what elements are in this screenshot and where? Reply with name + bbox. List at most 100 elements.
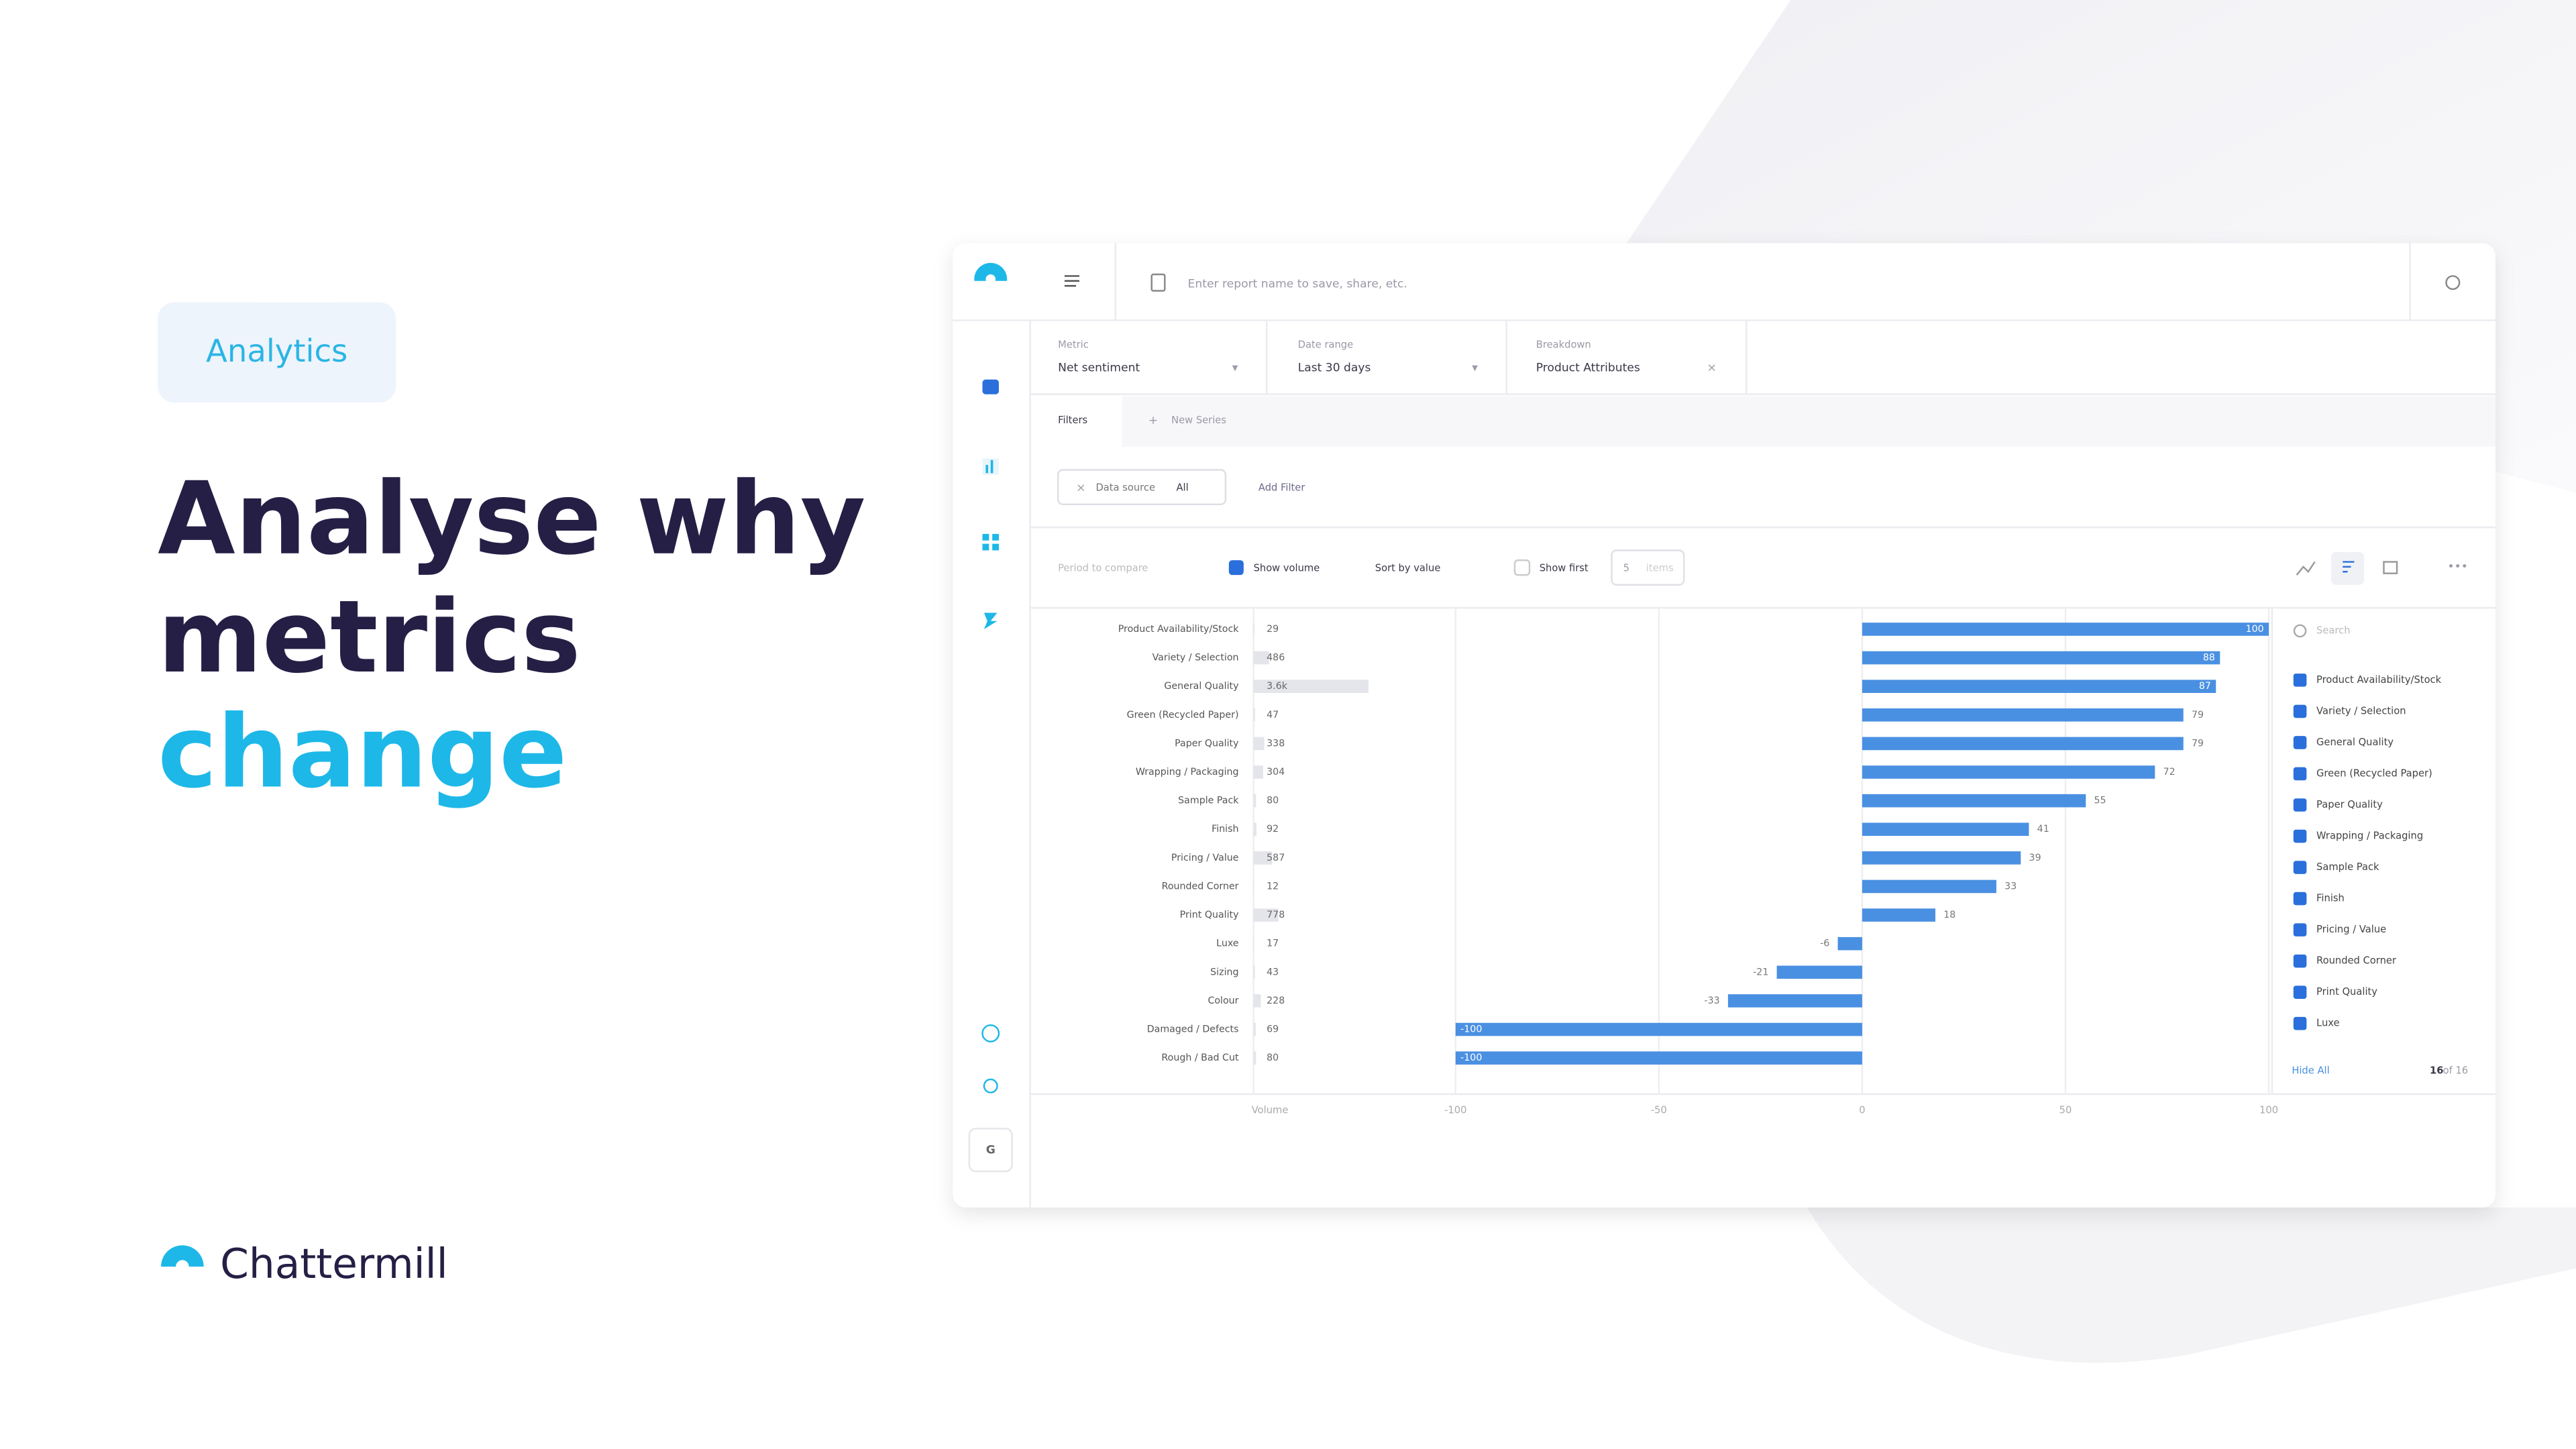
- volume-label: 17: [1267, 938, 1279, 949]
- value-label: 87: [2199, 681, 2211, 692]
- volume-bar: [1253, 1051, 1256, 1065]
- tab[interactable]: New Series: [1171, 415, 1226, 426]
- volume-label: 69: [1267, 1024, 1279, 1035]
- bar: [1862, 680, 2216, 693]
- legend-checkbox[interactable]: [2293, 892, 2307, 906]
- legend-item[interactable]: Paper Quality: [2316, 799, 2383, 810]
- bar: [1862, 737, 2184, 751]
- value-label: 79: [2192, 738, 2204, 749]
- control-value[interactable]: Product Attributes: [1536, 362, 1640, 375]
- view-toggle[interactable]: [2331, 551, 2365, 585]
- report-icon: [1150, 273, 1166, 292]
- legend-checkbox[interactable]: [2293, 861, 2307, 874]
- value-label: -21: [1753, 967, 1768, 977]
- control-value[interactable]: Net sentiment: [1058, 362, 1140, 375]
- dropdown-caret[interactable]: ▾: [1232, 362, 1238, 375]
- category-label: Print Quality: [1180, 910, 1239, 920]
- value-label: 100: [2246, 624, 2264, 635]
- dropdown-caret[interactable]: ▾: [1472, 362, 1478, 375]
- legend-search[interactable]: Search: [2316, 625, 2350, 636]
- volume-label: 92: [1267, 824, 1279, 835]
- legend-item[interactable]: Wrapping / Packaging: [2316, 830, 2423, 842]
- bar: [1862, 908, 1936, 922]
- category-label: Wrapping / Packaging: [1136, 767, 1239, 777]
- value-label: 79: [2192, 710, 2204, 720]
- more-menu[interactable]: •••: [2448, 560, 2468, 574]
- volume-bar: [1253, 651, 1269, 665]
- tabs-bar: [1122, 396, 2496, 447]
- legend-item[interactable]: Pricing / Value: [2316, 924, 2386, 935]
- volume-bar: [1253, 851, 1273, 865]
- legend-item[interactable]: Luxe: [2316, 1018, 2340, 1029]
- avatar[interactable]: G: [986, 1143, 996, 1157]
- control-label: Date range: [1298, 339, 1353, 350]
- legend-count-total: of 16: [2443, 1065, 2469, 1077]
- legend-item[interactable]: Sample Pack: [2316, 861, 2379, 873]
- clear-icon[interactable]: ×: [1707, 362, 1716, 375]
- x-tick-label: 100: [2259, 1105, 2278, 1116]
- filter-chip[interactable]: [1057, 469, 1227, 506]
- volume-bar: [1253, 708, 1255, 722]
- volume-axis-label: Volume: [1252, 1105, 1289, 1116]
- sidebar-icons[interactable]: [968, 379, 1013, 1173]
- report-name-input[interactable]: Enter report name to save, share, etc.: [1188, 278, 1407, 291]
- category-label: Rough / Bad Cut: [1161, 1053, 1239, 1063]
- category-label: Paper Quality: [1175, 738, 1238, 749]
- badge-text: Analytics: [206, 333, 347, 369]
- legend-checkbox[interactable]: [2293, 1016, 2307, 1030]
- checkbox[interactable]: [1228, 560, 1244, 576]
- value-label: 72: [2163, 767, 2176, 777]
- legend-item[interactable]: Green (Recycled Paper): [2316, 767, 2432, 779]
- legend-checkbox[interactable]: [2293, 704, 2307, 718]
- badge: [158, 302, 396, 402]
- volume-label: 47: [1267, 710, 1279, 720]
- checkbox[interactable]: [1513, 559, 1531, 576]
- legend-checkbox[interactable]: [2293, 923, 2307, 936]
- legend-checkbox[interactable]: [2293, 674, 2307, 687]
- legend-checkbox[interactable]: [2293, 954, 2307, 968]
- category-label: Sample Pack: [1178, 796, 1239, 806]
- legend-checkbox[interactable]: [2293, 798, 2307, 812]
- legend-item[interactable]: Finish: [2316, 893, 2345, 904]
- legend-item[interactable]: Variety / Selection: [2316, 705, 2406, 716]
- control-label: Metric: [1058, 339, 1089, 350]
- add-filter[interactable]: Add Filter: [1258, 482, 1305, 493]
- volume-label: 43: [1267, 967, 1279, 977]
- checkbox-label[interactable]: Show volume: [1254, 562, 1320, 574]
- value-label: 33: [2004, 881, 2017, 892]
- period-select[interactable]: Period to compare: [1058, 562, 1148, 574]
- filter-remove[interactable]: ×: [1076, 481, 1085, 494]
- legend-checkbox[interactable]: [2293, 736, 2307, 749]
- category-label: Variety / Selection: [1152, 653, 1239, 663]
- legend-item[interactable]: Print Quality: [2316, 986, 2377, 998]
- bar: [1727, 994, 1862, 1008]
- sort-select[interactable]: Sort by value: [1375, 562, 1441, 574]
- legend-item[interactable]: Rounded Corner: [2316, 955, 2397, 967]
- headline: Analyse why: [158, 461, 865, 578]
- history-icon[interactable]: [2445, 275, 2461, 290]
- bar: [1776, 965, 1862, 979]
- volume-bar: [1253, 908, 1279, 922]
- bar: [1862, 708, 2184, 722]
- legend-item[interactable]: General Quality: [2316, 737, 2394, 748]
- control-value[interactable]: Last 30 days: [1298, 362, 1371, 375]
- add-icon[interactable]: +: [1148, 414, 1158, 427]
- menu-icon[interactable]: [1064, 275, 1079, 287]
- bar: [1837, 936, 1862, 951]
- brand: Chattermill: [220, 1240, 447, 1288]
- legend-checkbox[interactable]: [2293, 829, 2307, 843]
- value-label: -6: [1820, 938, 1829, 949]
- bar: [1455, 1051, 1862, 1065]
- count-input[interactable]: [1611, 549, 1685, 586]
- count-value[interactable]: 5: [1623, 562, 1629, 574]
- legend-checkbox[interactable]: [2293, 985, 2307, 999]
- legend-checkbox[interactable]: [2293, 767, 2307, 781]
- brand-logo: [158, 1245, 207, 1290]
- legend-item[interactable]: Product Availability/Stock: [2316, 674, 2442, 686]
- checkbox-label[interactable]: Show first: [1540, 562, 1589, 574]
- hide-all[interactable]: Hide All: [2292, 1065, 2329, 1077]
- volume-bar: [1253, 794, 1256, 808]
- tab[interactable]: Filters: [1058, 415, 1087, 426]
- view-icons[interactable]: [2296, 561, 2398, 576]
- volume-label: 338: [1267, 738, 1285, 749]
